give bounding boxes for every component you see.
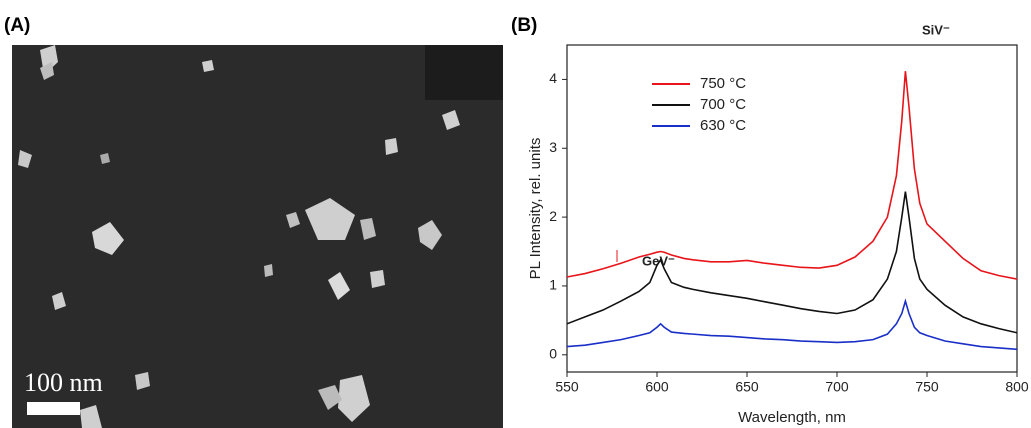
legend-label: 630 °C xyxy=(700,117,746,134)
series-line xyxy=(566,298,1018,351)
x-axis-label: Wavelength, nm xyxy=(738,409,846,426)
y-tick-label: 1 xyxy=(549,277,557,293)
x-tick-label: 650 xyxy=(735,379,759,395)
plot-frame xyxy=(566,44,1018,373)
sem-image xyxy=(12,45,503,428)
legend-label: 750 °C xyxy=(700,75,746,92)
y-tick-label: 4 xyxy=(549,70,557,86)
y-tick-label: 2 xyxy=(549,208,557,224)
x-tick-label: 600 xyxy=(645,379,669,395)
x-tick-label: 750 xyxy=(915,379,939,395)
panel-label: (B) xyxy=(511,15,537,36)
scale-bar-label: 100 nm xyxy=(24,368,103,397)
legend-label: 700 °C xyxy=(700,96,746,113)
panel-label: (A) xyxy=(4,15,30,36)
y-tick-label: 3 xyxy=(549,139,557,155)
x-tick-label: 800 xyxy=(1005,379,1029,395)
annotation: SiV⁻ xyxy=(922,22,950,37)
y-axis-label: PL Intensity, rel. units xyxy=(527,138,544,280)
x-tick-label: 700 xyxy=(825,379,849,395)
series-line xyxy=(566,191,1018,334)
y-tick-label: 0 xyxy=(549,345,557,361)
x-tick-label: 550 xyxy=(555,379,579,395)
annotation: GeV⁻ xyxy=(642,253,675,268)
series-line xyxy=(566,71,1018,280)
